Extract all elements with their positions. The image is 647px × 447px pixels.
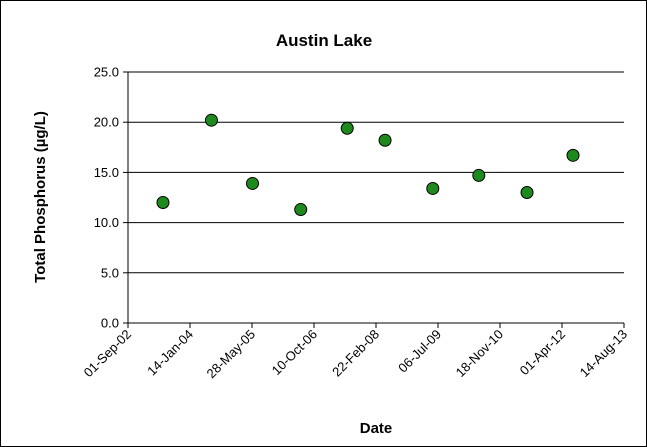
x-tick-label: 01-Sep-02	[81, 327, 135, 381]
data-point	[426, 181, 440, 195]
y-tick-labels: 0.0 5.0 10.0 15.0 20.0 25.0	[94, 65, 128, 331]
y-tick-label: 10.0	[94, 215, 119, 230]
x-tick-label: 01-Apr-12	[517, 327, 568, 378]
x-tick-label: 06-Jul-09	[395, 327, 444, 376]
x-tick-label: 10-Oct-06	[269, 327, 320, 378]
y-tick-label: 0.0	[101, 316, 119, 331]
y-tick-label: 5.0	[101, 265, 119, 280]
y-tick-label: 25.0	[94, 65, 119, 80]
y-tick-label: 20.0	[94, 115, 119, 130]
data-point	[294, 203, 308, 217]
data-point	[566, 148, 580, 162]
gridlines	[128, 71, 624, 274]
x-axis-title: Date	[360, 420, 393, 437]
x-tick-label: 22-Feb-08	[329, 327, 382, 380]
data-point	[378, 133, 392, 147]
x-tick-labels: 01-Sep-02 14-Jan-04 28-May-05 10-Oct-06 22-F…	[81, 323, 631, 382]
data-point	[156, 196, 170, 210]
chart-title: Austin Lake	[276, 31, 372, 50]
x-tick-label: 18-Nov-10	[453, 327, 507, 381]
axes	[127, 72, 624, 324]
x-tick-label: 14-Jan-04	[144, 327, 196, 379]
data-point	[245, 176, 259, 190]
data-point	[520, 185, 534, 199]
x-tick-label: 28-May-05	[204, 327, 259, 382]
y-axis-title: Total Phosphorus (µg/L)	[32, 111, 49, 283]
data-point	[204, 113, 218, 127]
data-point	[472, 168, 486, 182]
data-point	[340, 121, 354, 135]
y-tick-label: 15.0	[94, 165, 119, 180]
data-points	[156, 113, 580, 217]
x-tick-label: 14-Aug-13	[577, 327, 631, 381]
